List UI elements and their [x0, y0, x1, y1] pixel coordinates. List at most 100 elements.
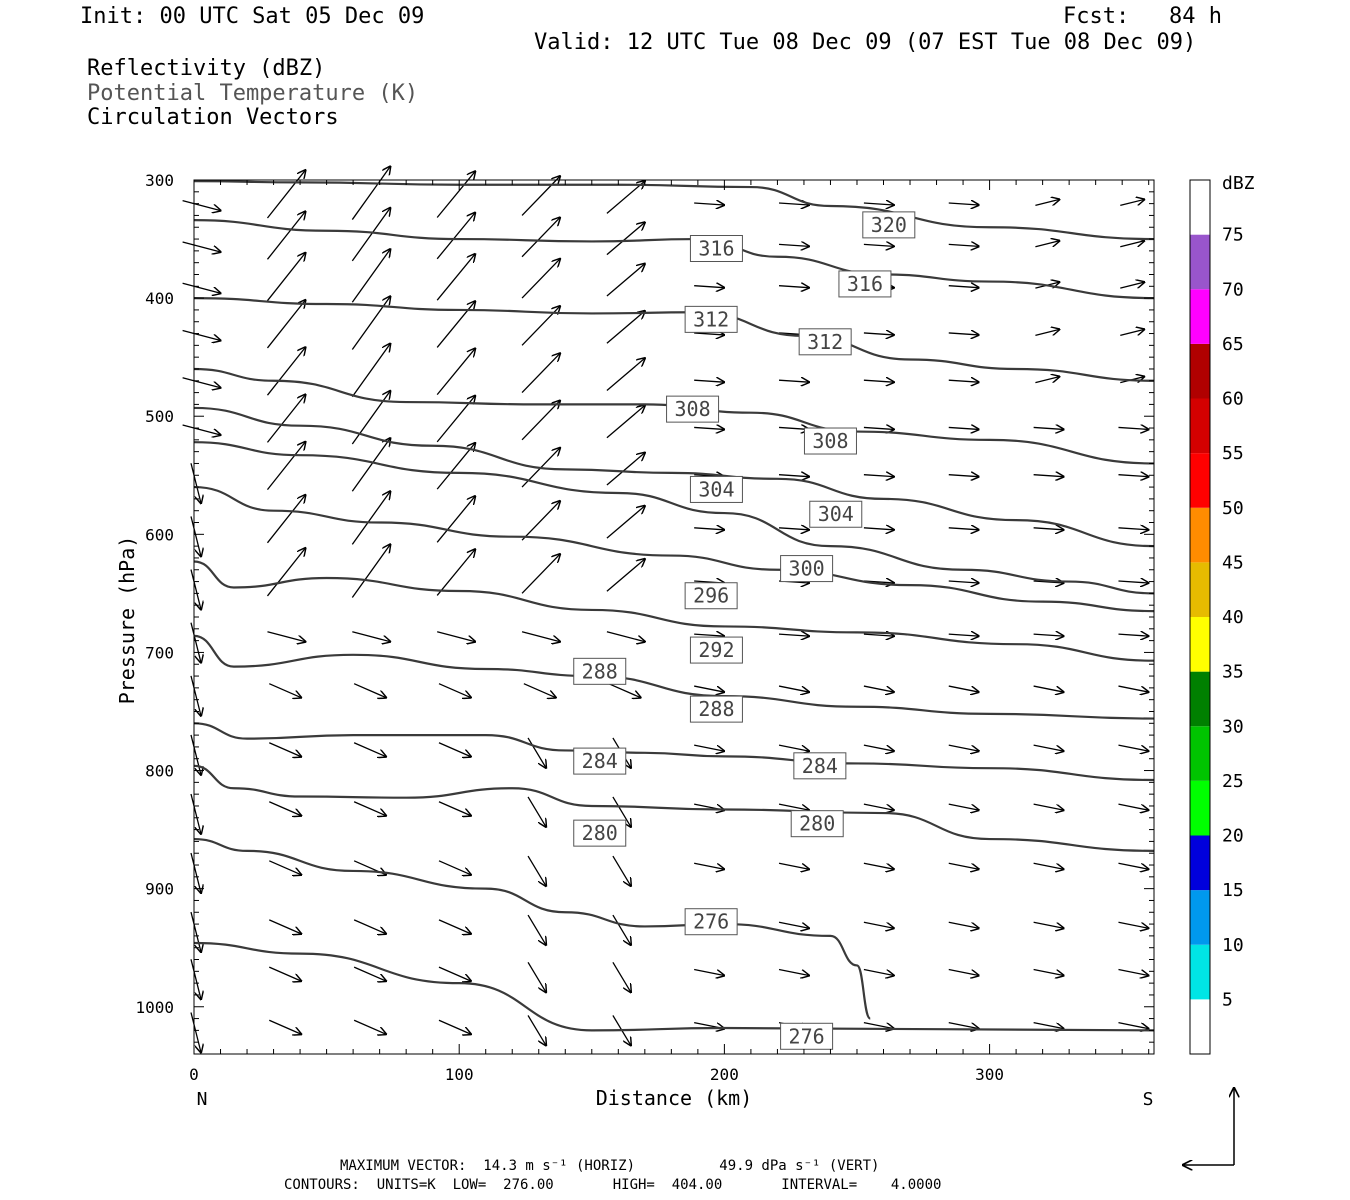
- circulation-vector: [351, 391, 390, 445]
- contour-label-box: [684, 305, 738, 333]
- circulation-vector: [606, 559, 645, 592]
- circulation-vector: [778, 921, 809, 928]
- circulation-vector: [612, 961, 631, 992]
- circulation-vector: [351, 491, 390, 545]
- contour-label: 284: [802, 754, 838, 778]
- circulation-vector: [190, 1012, 201, 1052]
- circulation-vector: [863, 803, 894, 810]
- circulation-vector: [436, 213, 475, 260]
- circulation-vector: [1035, 377, 1059, 384]
- circulation-vector: [948, 803, 979, 810]
- circulation-vector: [863, 203, 894, 205]
- circulation-vector: [269, 919, 301, 934]
- x-end-label-north: N: [197, 1089, 208, 1110]
- circulation-vector: [1118, 921, 1148, 928]
- theta-contours: [193, 180, 1155, 1032]
- circulation-vector: [606, 264, 645, 297]
- y-tick-label: 400: [145, 289, 174, 308]
- circulation-vector: [863, 333, 894, 335]
- contour-label-box: [780, 555, 834, 583]
- circulation-vector: [863, 921, 894, 928]
- circulation-vector: [948, 203, 979, 205]
- contour-label: 280: [582, 821, 618, 845]
- contour-label: 280: [799, 812, 835, 836]
- contour-label: 308: [675, 397, 711, 421]
- circulation-vector: [1035, 241, 1059, 248]
- circulation-vector: [606, 358, 645, 391]
- circulation-vector: [266, 170, 305, 219]
- theta-contour-labels: 320 316 316 312 312 308 308 304 304 300 296 292 288 2…: [573, 211, 916, 1050]
- contour-label-box: [689, 475, 743, 503]
- circulation-vector: [778, 634, 809, 636]
- circulation-vector: [436, 496, 475, 543]
- circulation-vector: [694, 333, 724, 335]
- circulation-vector: [1033, 581, 1064, 583]
- circulation-vector: [948, 380, 979, 382]
- circulation-vector: [606, 405, 645, 439]
- circulation-vector: [778, 244, 809, 246]
- contour-label: 284: [582, 749, 618, 773]
- circulation-vector: [1033, 685, 1064, 692]
- contour-label-box: [684, 908, 738, 936]
- colorbar-segment: [1190, 944, 1210, 1000]
- contour-label: 276: [789, 1024, 825, 1048]
- circulation-vector: [523, 683, 556, 698]
- circulation-vector: [606, 631, 645, 642]
- contour-label-box: [573, 747, 627, 775]
- x-tick-label: 300: [975, 1065, 1004, 1084]
- circulation-vector: [948, 581, 979, 583]
- circulation-vector: [1033, 1022, 1064, 1029]
- colorbar-level-label: 10: [1222, 935, 1244, 956]
- y-tick-labels: 300 400 500 600 700 800 900 1000: [135, 171, 174, 1017]
- theta-contour-292: [193, 634, 1155, 720]
- contour-label: 300: [789, 557, 825, 581]
- circulation-vector: [266, 300, 305, 349]
- circulation-vector: [527, 914, 546, 945]
- circulation-vector: [521, 353, 560, 394]
- theta-contour-280: [193, 837, 872, 1020]
- circulation-vector: [182, 424, 221, 435]
- circulation-vector: [1033, 475, 1064, 477]
- circulation-vector: [269, 1019, 301, 1034]
- colorbar-level-label: 40: [1222, 607, 1244, 628]
- circulation-vector: [863, 581, 894, 583]
- circulation-vector: [190, 734, 201, 775]
- colorbar-labels: 5 10 15 20 25 30 35 40 45 50 55 60 65 70 75: [1222, 225, 1244, 1011]
- contour-label-box: [689, 636, 743, 664]
- circulation-vector: [436, 171, 475, 218]
- circulation-vector: [1120, 241, 1144, 248]
- circulation-vector: [437, 631, 475, 642]
- circulation-vector: [438, 966, 471, 981]
- circulation-vector: [608, 683, 641, 698]
- circulation-vector: [948, 528, 979, 530]
- forecast-hour: Fcst: 84 h: [1063, 4, 1222, 29]
- circulation-vector: [948, 744, 979, 751]
- circulation-vector: [863, 1022, 894, 1029]
- circulation-vector: [190, 675, 201, 716]
- circulation-vector: [1033, 744, 1064, 751]
- colorbar-level-label: 30: [1222, 716, 1244, 737]
- circulation-vector: [694, 968, 724, 976]
- colorbar-segment: [1190, 671, 1210, 727]
- circulation-vector: [863, 744, 894, 751]
- colorbar-level-label: 15: [1222, 880, 1244, 901]
- circulation-vector: [778, 475, 809, 477]
- circulation-vector: [266, 211, 305, 260]
- theta-contour-308: [193, 406, 1155, 548]
- colorbar-level-label: 5: [1222, 989, 1233, 1010]
- circulation-vector: [182, 282, 221, 293]
- circulation-vector: [863, 685, 894, 692]
- circulation-vector: [521, 401, 560, 441]
- colorbar-level-label: 50: [1222, 498, 1244, 519]
- circulation-vector: [352, 631, 390, 642]
- circulation-vector: [436, 549, 475, 596]
- circulation-vector: [606, 311, 645, 344]
- circulation-vector: [269, 742, 301, 757]
- circulation-vector: [948, 244, 979, 246]
- x-end-label-south: S: [1143, 1089, 1154, 1110]
- circulation-vector: [694, 203, 724, 205]
- colorbar-segment: [1190, 726, 1210, 781]
- x-axis-label: Distance (km): [596, 1086, 753, 1110]
- colorbar-level-label: 35: [1222, 662, 1244, 683]
- circulation-vector: [438, 742, 471, 757]
